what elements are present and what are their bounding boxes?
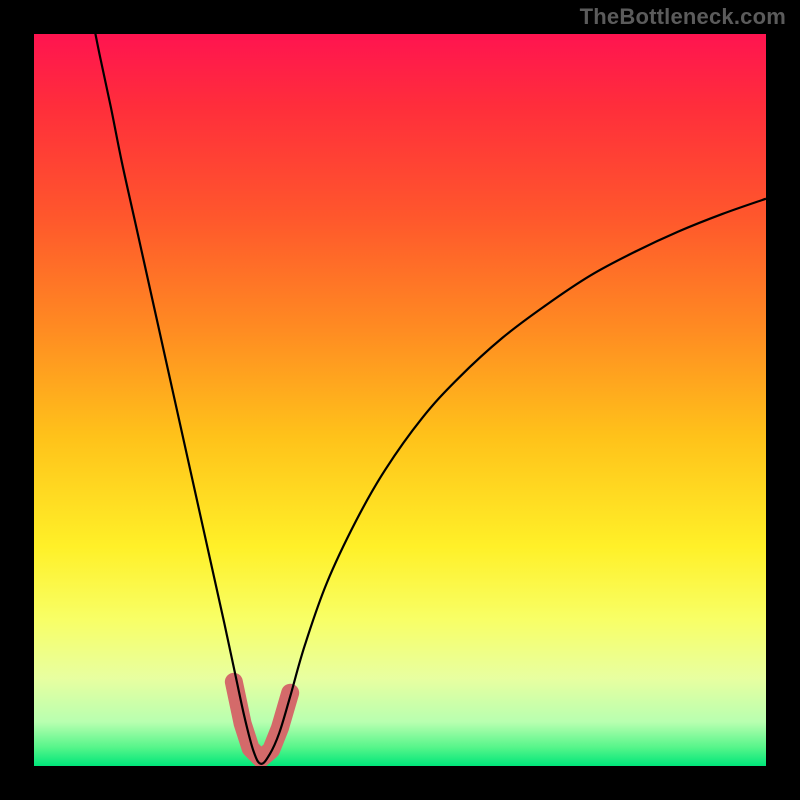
- plot-background: [34, 34, 766, 766]
- plot-svg: [34, 34, 766, 766]
- stage: TheBottleneck.com: [0, 0, 800, 800]
- watermark-text: TheBottleneck.com: [580, 4, 786, 30]
